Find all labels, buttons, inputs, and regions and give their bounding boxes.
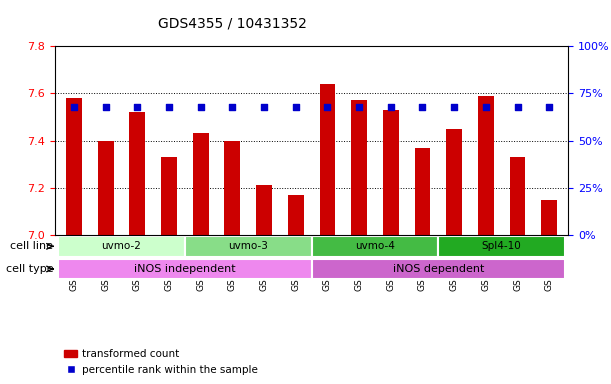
FancyBboxPatch shape — [438, 236, 565, 257]
Bar — [478, 96, 494, 235]
FancyBboxPatch shape — [58, 259, 312, 279]
Text: uvmo-4: uvmo-4 — [355, 241, 395, 251]
Bar — [193, 134, 208, 235]
Bar — [288, 195, 304, 235]
Text: Spl4-10: Spl4-10 — [482, 241, 522, 251]
Point — [513, 103, 522, 109]
Bar — [415, 147, 430, 235]
Text: iNOS dependent: iNOS dependent — [393, 264, 484, 274]
Point — [101, 103, 111, 109]
Point — [417, 103, 427, 109]
Text: cell type: cell type — [5, 264, 53, 274]
FancyBboxPatch shape — [185, 236, 312, 257]
Bar — [161, 157, 177, 235]
Legend: transformed count, percentile rank within the sample: transformed count, percentile rank withi… — [60, 345, 262, 379]
Point — [291, 103, 301, 109]
Point — [354, 103, 364, 109]
Bar — [383, 110, 399, 235]
Text: uvmo-3: uvmo-3 — [229, 241, 268, 251]
Bar — [320, 84, 335, 235]
Point — [227, 103, 237, 109]
Point — [323, 103, 332, 109]
Bar — [446, 129, 462, 235]
Text: iNOS independent: iNOS independent — [134, 264, 236, 274]
Bar — [224, 141, 240, 235]
Text: uvmo-2: uvmo-2 — [101, 241, 142, 251]
Point — [481, 103, 491, 109]
Point — [259, 103, 269, 109]
Text: GDS4355 / 10431352: GDS4355 / 10431352 — [158, 17, 307, 31]
Point — [544, 103, 554, 109]
Bar — [130, 112, 145, 235]
Point — [69, 103, 79, 109]
Bar — [256, 185, 272, 235]
Bar — [541, 200, 557, 235]
Point — [164, 103, 174, 109]
Point — [196, 103, 206, 109]
Bar — [510, 157, 525, 235]
Point — [449, 103, 459, 109]
Point — [386, 103, 396, 109]
Point — [133, 103, 142, 109]
FancyBboxPatch shape — [312, 259, 565, 279]
Bar — [98, 141, 114, 235]
Bar — [66, 98, 82, 235]
Bar — [351, 100, 367, 235]
FancyBboxPatch shape — [58, 236, 185, 257]
Text: cell line: cell line — [10, 241, 53, 251]
FancyBboxPatch shape — [312, 236, 438, 257]
